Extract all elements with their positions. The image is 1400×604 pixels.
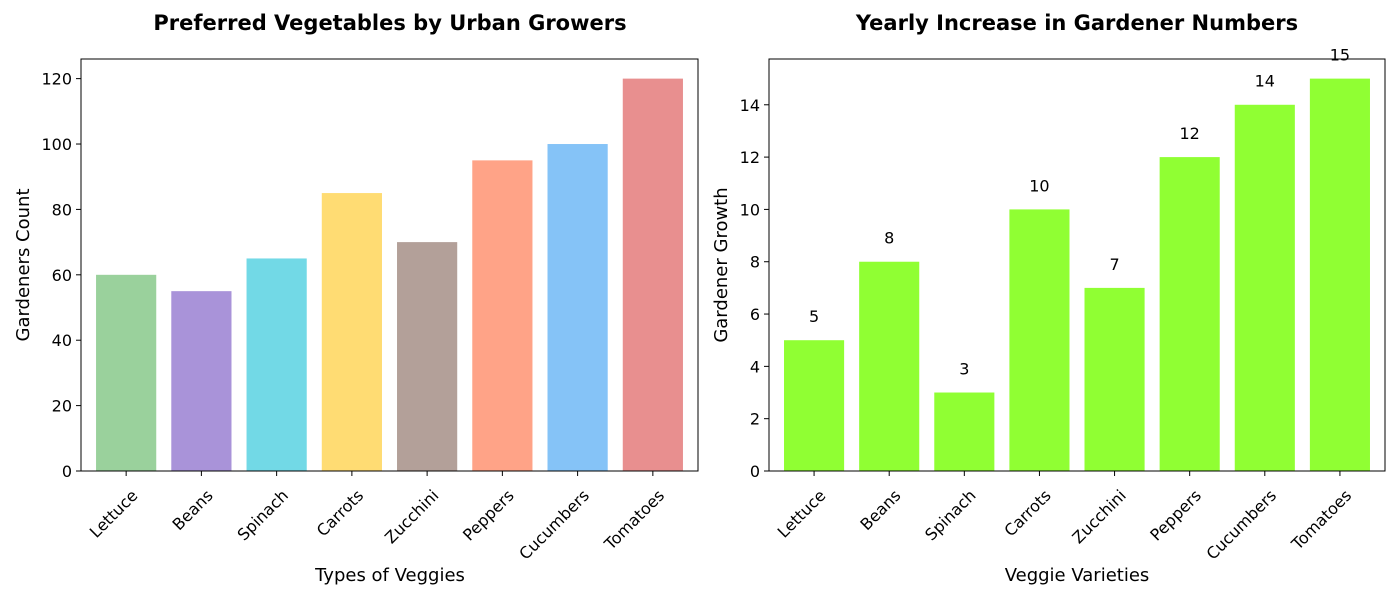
bar-spinach (246, 258, 307, 471)
y-tick-label: 80 (52, 200, 72, 219)
bar-spinach (934, 392, 995, 471)
chart-title: Preferred Vegetables by Urban Growers (153, 11, 626, 35)
x-tick-label: Peppers (459, 486, 518, 545)
x-tick-label: Spinach (921, 486, 979, 544)
data-label: 10 (1029, 176, 1049, 195)
x-tick-label: Tomatoes (1287, 486, 1355, 554)
y-tick-label: 40 (52, 331, 72, 350)
y-tick-label: 6 (750, 305, 760, 324)
y-tick-label: 2 (750, 410, 760, 429)
data-label: 15 (1330, 46, 1350, 65)
bar-lettuce (96, 274, 157, 471)
x-tick-label: Zucchini (381, 486, 442, 547)
x-tick-label: Peppers (1146, 486, 1205, 545)
y-tick-label: 120 (41, 70, 72, 89)
y-tick-label: 14 (740, 96, 760, 115)
bar-peppers (1159, 157, 1220, 471)
chart-preferred-vegetables: Preferred Vegetables by Urban Growers Ty… (13, 11, 699, 586)
y-tick-label: 20 (52, 397, 72, 416)
data-label: 3 (959, 359, 969, 378)
axes-frame (768, 58, 1386, 472)
y-tick-label: 0 (62, 462, 72, 481)
y-tick-label: 100 (41, 135, 72, 154)
bar-cucumbers (547, 144, 608, 471)
x-tick-label: Beans (169, 486, 217, 534)
bar-tomatoes (622, 78, 683, 472)
plot-area: 5 8 3 10 7 12 14 15 0 2 4 6 8 10 12 14 Lettuce Beans Spina… (740, 46, 1386, 564)
data-label: 7 (1109, 255, 1119, 274)
data-label: 12 (1180, 124, 1200, 143)
bar-cucumbers (1234, 104, 1295, 471)
y-tick-label: 0 (750, 462, 760, 481)
bar-beans (859, 261, 920, 471)
chart-title: Yearly Increase in Gardener Numbers (855, 11, 1298, 35)
data-label: 5 (809, 307, 819, 326)
bar-zucchini (1084, 287, 1145, 471)
y-tick-label: 12 (740, 148, 760, 167)
plot-area: 0 20 40 60 80 100 120 Lettuce Beans Spinach Carrot… (41, 58, 699, 564)
x-axis-label: Veggie Varieties (1005, 565, 1150, 586)
bar-lettuce (784, 340, 845, 471)
y-axis-label: Gardeners Count (13, 189, 34, 342)
x-axis-label: Types of Veggies (314, 565, 465, 586)
y-tick-label: 4 (750, 357, 760, 376)
x-tick-label: Zucchini (1068, 486, 1129, 547)
chart-yearly-increase: Yearly Increase in Gardener Numbers Vegg… (711, 11, 1386, 586)
y-tick-label: 8 (750, 253, 760, 272)
x-tick-label: Carrots (313, 486, 367, 540)
bar-zucchini (397, 242, 458, 471)
bar-beans (171, 291, 232, 471)
x-tick-label: Tomatoes (600, 486, 668, 554)
x-tick-label: Lettuce (86, 486, 142, 542)
bar-carrots (321, 193, 382, 471)
bar-tomatoes (1309, 78, 1370, 472)
x-tick-label: Lettuce (774, 486, 830, 542)
axes-frame (80, 58, 699, 472)
y-tick-label: 10 (740, 200, 760, 219)
data-label: 14 (1255, 72, 1275, 91)
x-tick-label: Carrots (1000, 486, 1054, 540)
x-tick-label: Spinach (234, 486, 292, 544)
x-tick-label: Cucumbers (1203, 486, 1281, 564)
bar-peppers (472, 160, 533, 471)
x-tick-label: Beans (856, 486, 904, 534)
y-axis-label: Gardener Growth (711, 187, 732, 342)
bar-carrots (1009, 209, 1070, 471)
data-label: 8 (884, 229, 894, 248)
y-tick-label: 60 (52, 266, 72, 285)
x-tick-label: Cucumbers (515, 486, 593, 564)
